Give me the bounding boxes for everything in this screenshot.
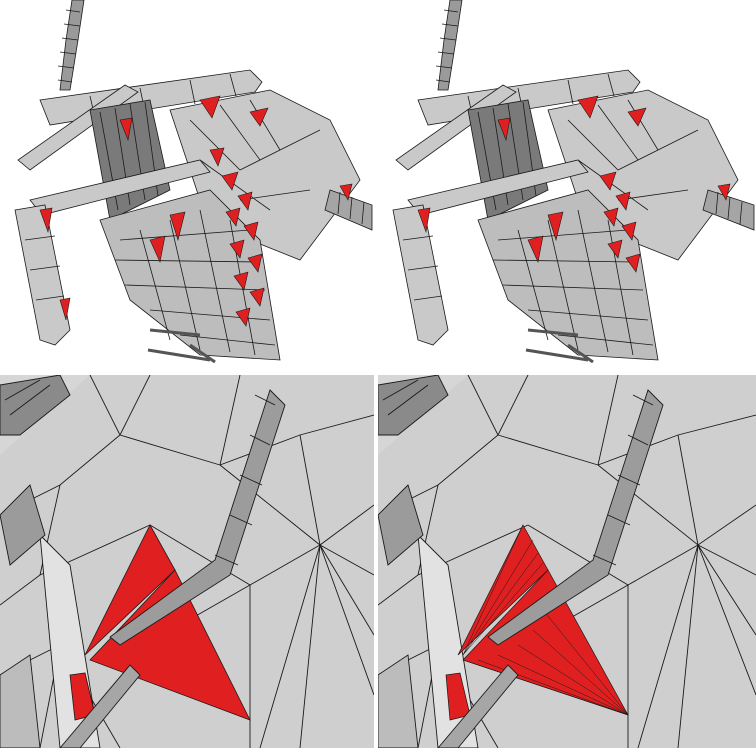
panel-overview-before xyxy=(0,0,374,371)
skeleton-mesh-overview-before xyxy=(14,0,373,364)
skeleton-mesh-overview-after xyxy=(392,0,755,364)
panel-closeup-after xyxy=(378,375,756,748)
panel-overview-after xyxy=(378,0,756,371)
panel-divider-horizontal xyxy=(0,371,756,375)
mesh-closeup-after xyxy=(378,375,756,748)
panel-closeup-before xyxy=(0,375,374,748)
mesh-closeup-before xyxy=(0,375,374,748)
